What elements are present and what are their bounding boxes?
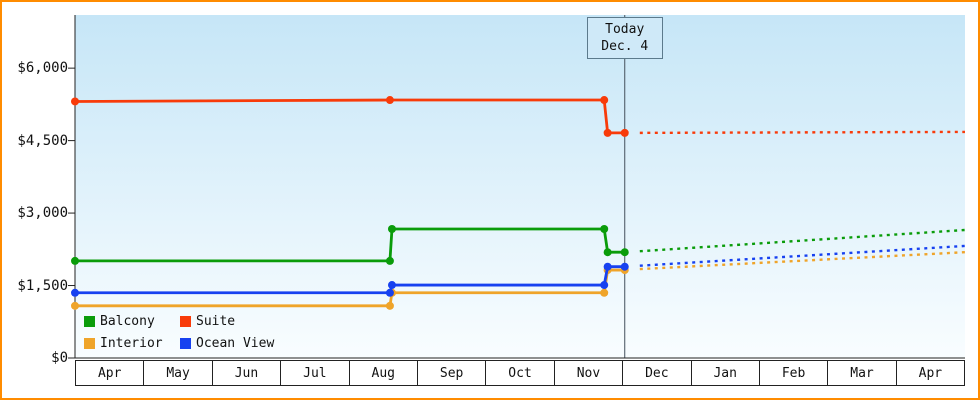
y-axis-label: $0 bbox=[51, 350, 68, 366]
legend: Balcony Suite Interior Ocean View bbox=[84, 314, 310, 351]
month-cell: Nov bbox=[554, 360, 624, 386]
data-point-marker bbox=[387, 225, 396, 234]
month-cell: Dec bbox=[623, 360, 692, 386]
month-cell: Feb bbox=[759, 360, 829, 386]
data-point-marker bbox=[385, 96, 394, 105]
data-point-marker bbox=[603, 248, 612, 257]
today-label-line1: Today bbox=[605, 22, 645, 37]
data-point-marker bbox=[600, 96, 609, 105]
data-point-marker bbox=[620, 248, 629, 257]
data-point-marker bbox=[600, 281, 609, 290]
data-point-marker bbox=[603, 128, 612, 137]
month-axis: Apr May Jun Jul Aug Sep Oct Nov Dec Jan … bbox=[75, 360, 966, 386]
data-point-marker bbox=[71, 288, 79, 297]
month-cell: Jan bbox=[691, 360, 760, 386]
data-point-marker bbox=[620, 262, 629, 271]
series-balcony bbox=[71, 225, 966, 265]
data-point-marker bbox=[620, 128, 629, 137]
month-cell: Jun bbox=[212, 360, 282, 386]
data-point-marker bbox=[600, 288, 609, 297]
data-point-marker bbox=[385, 288, 394, 297]
y-axis-label: $1,500 bbox=[17, 278, 68, 294]
data-point-marker bbox=[600, 225, 609, 234]
today-label: Today Dec. 4 bbox=[586, 17, 663, 59]
month-cell: Sep bbox=[417, 360, 487, 386]
month-cell: May bbox=[144, 360, 213, 386]
data-point-marker bbox=[71, 256, 79, 265]
legend-swatch-balcony bbox=[84, 316, 95, 327]
month-cell: Aug bbox=[349, 360, 418, 386]
legend-item-suite: Suite bbox=[180, 314, 310, 329]
data-point-marker bbox=[385, 256, 394, 265]
series-ocean-view bbox=[71, 244, 966, 297]
month-cell: Oct bbox=[486, 360, 555, 386]
data-point-marker bbox=[603, 262, 612, 271]
legend-label: Ocean View bbox=[196, 336, 275, 351]
legend-label: Balcony bbox=[100, 314, 155, 329]
legend-label: Suite bbox=[196, 314, 236, 329]
y-axis-label: $6,000 bbox=[17, 60, 68, 76]
data-point-marker bbox=[387, 281, 396, 290]
legend-swatch-ocean-view bbox=[180, 338, 191, 349]
data-point-marker bbox=[71, 301, 79, 310]
month-cell: Apr bbox=[896, 360, 966, 386]
series-suite bbox=[71, 96, 966, 137]
legend-swatch-interior bbox=[84, 338, 95, 349]
month-cell: Jul bbox=[281, 360, 350, 386]
month-cell: Apr bbox=[75, 360, 145, 386]
legend-label: Interior bbox=[100, 336, 163, 351]
y-axis-label: $4,500 bbox=[17, 133, 68, 149]
y-axis-label: $3,000 bbox=[17, 205, 68, 221]
month-cell: Mar bbox=[828, 360, 897, 386]
data-point-marker bbox=[71, 97, 79, 106]
legend-item-ocean-view: Ocean View bbox=[180, 336, 310, 351]
plot-background bbox=[75, 15, 965, 358]
data-point-marker bbox=[385, 301, 394, 310]
legend-item-interior: Interior bbox=[84, 336, 180, 351]
legend-item-balcony: Balcony bbox=[84, 314, 180, 329]
today-label-line2: Dec. 4 bbox=[601, 39, 649, 54]
legend-swatch-suite bbox=[180, 316, 191, 327]
